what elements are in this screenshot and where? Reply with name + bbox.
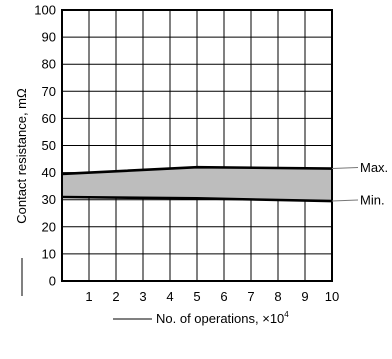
x-axis-title-exponent: 4 bbox=[284, 310, 289, 319]
series-label-max: Max. bbox=[360, 160, 388, 175]
x-tick-label: 7 bbox=[247, 289, 254, 304]
plot-frame bbox=[61, 9, 333, 282]
y-tick-label: 40 bbox=[42, 165, 56, 180]
y-tick-label: 60 bbox=[42, 111, 56, 126]
y-tick-label: 90 bbox=[42, 30, 56, 45]
x-tick-label: 6 bbox=[220, 289, 227, 304]
y-tick-label: 50 bbox=[42, 138, 56, 153]
y-tick-label: 10 bbox=[42, 246, 56, 261]
leader-line-min bbox=[331, 199, 359, 202]
leader-line-max bbox=[331, 167, 359, 170]
series-label-min: Min. bbox=[360, 193, 385, 208]
y-axis-title: Contact resistance, mΩ bbox=[14, 88, 29, 224]
x-tick-label: 1 bbox=[85, 289, 92, 304]
x-tick-label: 9 bbox=[301, 289, 308, 304]
x-axis-title: No. of operations, ×104 bbox=[156, 310, 289, 326]
y-tick-label: 80 bbox=[42, 57, 56, 72]
x-tick-label: 10 bbox=[325, 289, 339, 304]
series-line-max bbox=[61, 165, 333, 176]
x-tick-label: 4 bbox=[166, 289, 173, 304]
x-tick-label: 8 bbox=[274, 289, 281, 304]
x-tick-label: 5 bbox=[193, 289, 200, 304]
y-tick-label: 30 bbox=[42, 192, 56, 207]
y-tick-label: 0 bbox=[49, 274, 56, 289]
y-tick-label: 20 bbox=[42, 219, 56, 234]
y-tick-label: 70 bbox=[42, 84, 56, 99]
y-tick-label: 100 bbox=[34, 3, 56, 18]
x-tick-label: 3 bbox=[139, 289, 146, 304]
series-line-min bbox=[61, 195, 333, 203]
range-band bbox=[62, 167, 332, 202]
x-tick-label: 2 bbox=[112, 289, 119, 304]
